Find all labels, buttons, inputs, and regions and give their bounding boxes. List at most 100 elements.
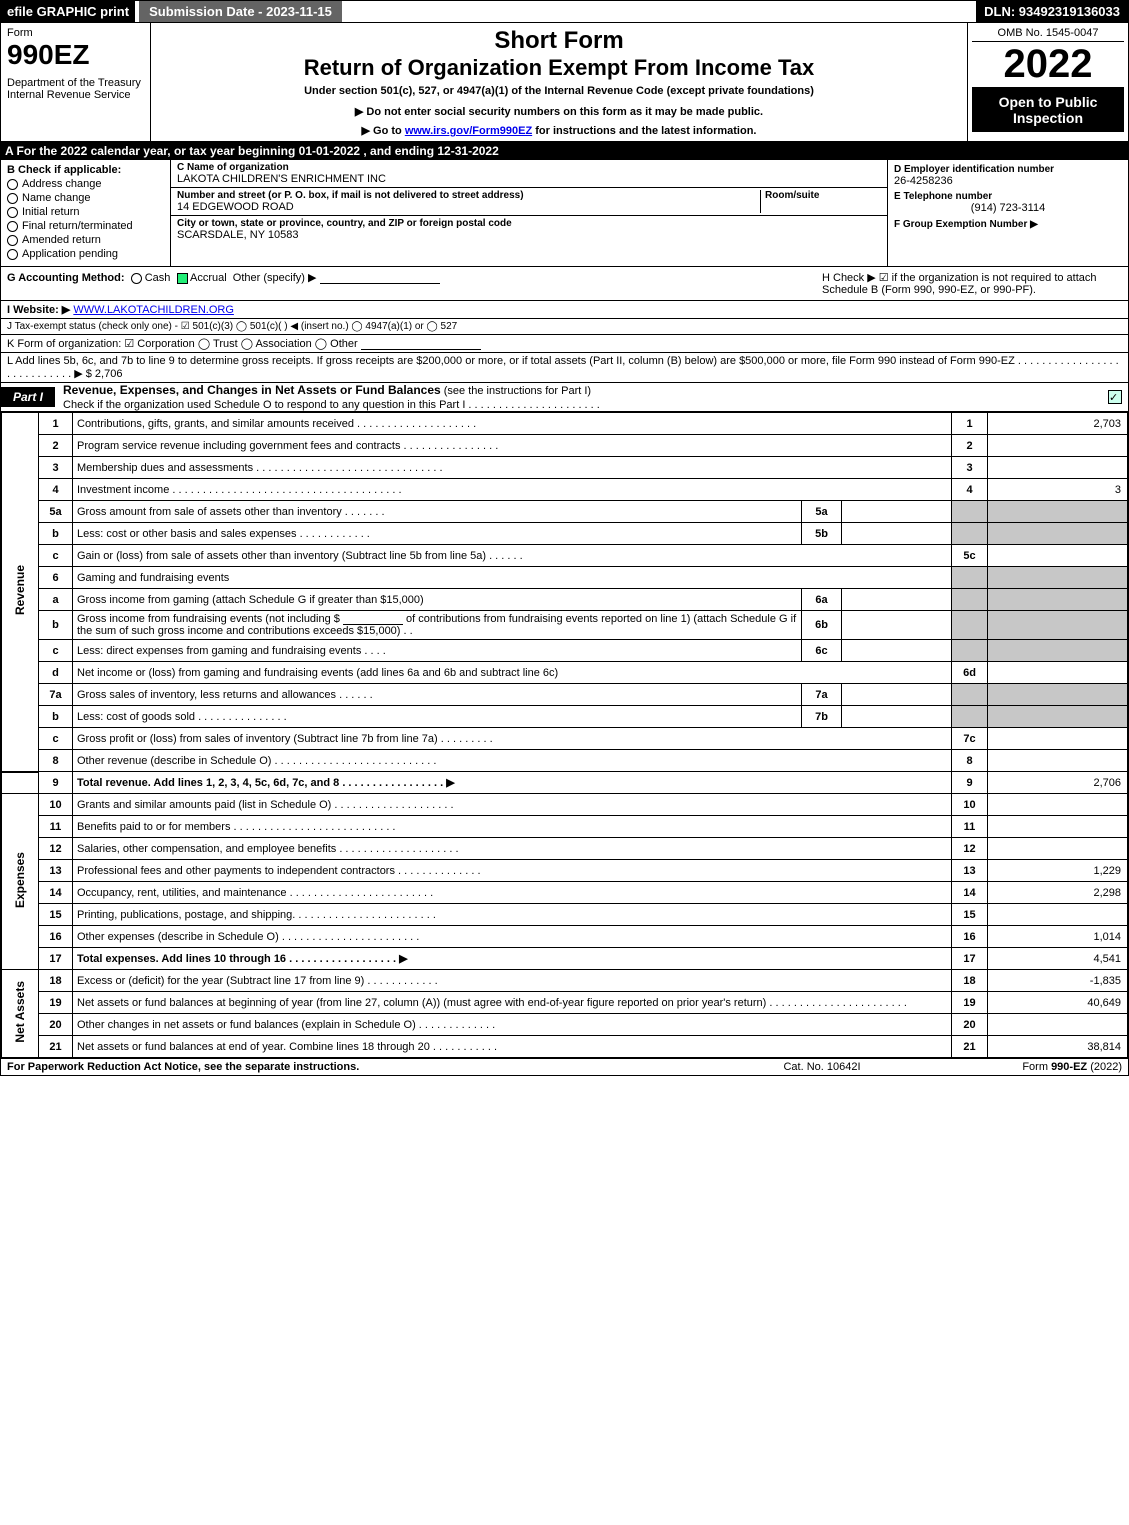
box-ln: 6d <box>952 662 988 684</box>
city-hdr: City or town, state or province, country… <box>177 218 881 229</box>
org-name-hdr: C Name of organization <box>177 162 881 173</box>
ln: d <box>39 662 73 684</box>
desc: Other expenses (describe in Schedule O) … <box>73 926 952 948</box>
room-hdr: Room/suite <box>765 190 881 201</box>
desc: Grants and similar amounts paid (list in… <box>73 794 952 816</box>
k-other-input[interactable] <box>361 338 481 350</box>
box-ln: 17 <box>952 948 988 970</box>
footer-right-form: 990-EZ <box>1051 1061 1087 1073</box>
line-15: 15 Printing, publications, postage, and … <box>2 904 1128 926</box>
line-18: Net Assets 18 Excess or (deficit) for th… <box>2 970 1128 992</box>
sub-val <box>842 501 952 523</box>
sub-ln: 5a <box>802 501 842 523</box>
line-12: 12 Salaries, other compensation, and emp… <box>2 838 1128 860</box>
box-val-shade <box>988 523 1128 545</box>
section-bcd: B Check if applicable: Address change Na… <box>1 160 1128 267</box>
checkbox-icon[interactable] <box>7 221 18 232</box>
part1-checkbox[interactable]: ✓ <box>1108 390 1122 404</box>
box-ln-shade <box>952 501 988 523</box>
ln: 14 <box>39 882 73 904</box>
box-ln: 7c <box>952 728 988 750</box>
desc: Total expenses. Add lines 10 through 16 … <box>73 948 952 970</box>
line-14: 14 Occupancy, rent, utilities, and maint… <box>2 882 1128 904</box>
omb-number: OMB No. 1545-0047 <box>972 27 1124 42</box>
form-word: Form <box>7 27 144 39</box>
cb-initial-return: Initial return <box>7 206 164 218</box>
desc: Gross income from gaming (attach Schedul… <box>73 589 802 611</box>
efile-label: efile GRAPHIC print <box>1 1 135 22</box>
box-ln: 9 <box>952 772 988 794</box>
box-val <box>988 838 1128 860</box>
goto-prefix: ▶ Go to <box>362 125 405 137</box>
amount-input[interactable] <box>343 613 403 625</box>
line-16: 16 Other expenses (describe in Schedule … <box>2 926 1128 948</box>
dln: DLN: 93492319136033 <box>976 1 1128 22</box>
checkbox-icon[interactable] <box>7 235 18 246</box>
checkbox-icon[interactable] <box>7 193 18 204</box>
tel: (914) 723-3114 <box>894 202 1122 214</box>
sub-val <box>842 589 952 611</box>
box-ln: 20 <box>952 1014 988 1036</box>
box-val: 3 <box>988 479 1128 501</box>
g-accrual: Accrual <box>190 272 227 284</box>
website-link[interactable]: WWW.LAKOTACHILDREN.ORG <box>73 304 234 316</box>
box-val <box>988 728 1128 750</box>
b-header: B Check if applicable: <box>7 164 164 176</box>
desc: Benefits paid to or for members . . . . … <box>73 816 952 838</box>
city: SCARSDALE, NY 10583 <box>177 229 881 241</box>
box-ln-shade <box>952 523 988 545</box>
line-6d: d Net income or (loss) from gaming and f… <box>2 662 1128 684</box>
ln: 21 <box>39 1036 73 1058</box>
box-val: 2,298 <box>988 882 1128 904</box>
box-val-shade <box>988 567 1128 589</box>
box-ln: 10 <box>952 794 988 816</box>
address-row: Number and street (or P. O. box, if mail… <box>171 188 887 216</box>
box-val <box>988 545 1128 567</box>
part1-check-line: Check if the organization used Schedule … <box>63 399 600 411</box>
goto-suffix: for instructions and the latest informat… <box>532 125 756 137</box>
desc: Less: direct expenses from gaming and fu… <box>73 640 802 662</box>
desc: Membership dues and assessments . . . . … <box>73 457 952 479</box>
box-val: 38,814 <box>988 1036 1128 1058</box>
line-7a: 7a Gross sales of inventory, less return… <box>2 684 1128 706</box>
box-ln: 1 <box>952 413 988 435</box>
ln: b <box>39 523 73 545</box>
footer-right: Form 990-EZ (2022) <box>922 1061 1122 1073</box>
desc: Gain or (loss) from sale of assets other… <box>73 545 952 567</box>
box-val <box>988 1014 1128 1036</box>
cb-label: Name change <box>22 192 91 204</box>
checkbox-icon[interactable] <box>131 273 142 284</box>
line-7b: b Less: cost of goods sold . . . . . . .… <box>2 706 1128 728</box>
other-input[interactable] <box>320 272 440 284</box>
column-d: D Employer identification number26-42582… <box>888 160 1128 266</box>
sub-ln: 6c <box>802 640 842 662</box>
ln: c <box>39 545 73 567</box>
box-val-shade <box>988 684 1128 706</box>
box-ln: 19 <box>952 992 988 1014</box>
title-short-form: Short Form <box>159 27 959 55</box>
row-k: K Form of organization: ☑ Corporation ◯ … <box>1 335 1128 353</box>
desc: Other revenue (describe in Schedule O) .… <box>73 750 952 772</box>
tax-year: 2022 <box>972 42 1124 88</box>
part1-title-text: Revenue, Expenses, and Changes in Net As… <box>63 383 441 397</box>
checkbox-filled-icon[interactable] <box>177 273 188 284</box>
column-c: C Name of organization LAKOTA CHILDREN'S… <box>171 160 888 266</box>
goto-link[interactable]: www.irs.gov/Form990EZ <box>405 125 532 137</box>
desc: Gross profit or (loss) from sales of inv… <box>73 728 952 750</box>
line-10: Expenses 10 Grants and similar amounts p… <box>2 794 1128 816</box>
checkbox-icon[interactable] <box>7 179 18 190</box>
ln: b <box>39 706 73 728</box>
box-val: 4,541 <box>988 948 1128 970</box>
ln: c <box>39 728 73 750</box>
checkbox-icon[interactable] <box>7 207 18 218</box>
box-val <box>988 662 1128 684</box>
submission-date: Submission Date - 2023-11-15 <box>139 1 342 22</box>
desc: Occupancy, rent, utilities, and maintena… <box>73 882 952 904</box>
cb-final-return: Final return/terminated <box>7 220 164 232</box>
checkbox-icon[interactable] <box>7 249 18 260</box>
ln: c <box>39 640 73 662</box>
line-4: 4 Investment income . . . . . . . . . . … <box>2 479 1128 501</box>
box-ln-shade <box>952 706 988 728</box>
ln: b <box>39 611 73 640</box>
box-ln: 8 <box>952 750 988 772</box>
